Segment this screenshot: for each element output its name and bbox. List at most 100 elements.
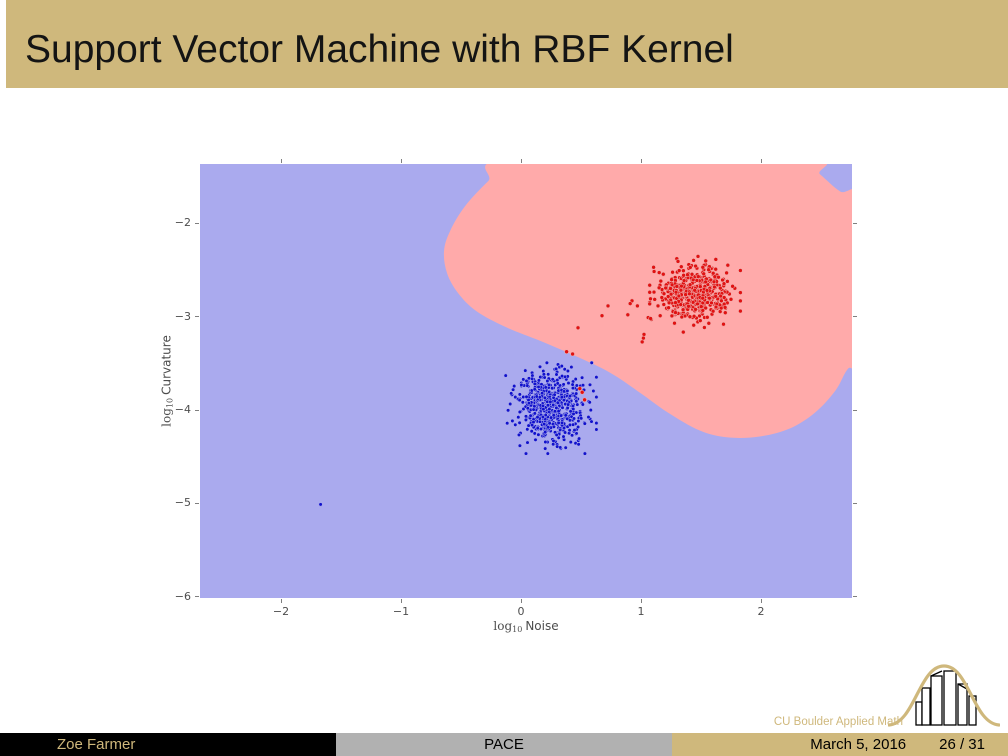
blue-class-point	[525, 440, 530, 445]
blue-class-point	[523, 451, 529, 456]
blue-class-point	[542, 395, 547, 400]
y-tick-left	[195, 316, 199, 318]
blue-class-point	[567, 422, 573, 427]
blue-class-point	[516, 415, 521, 420]
blue-class-point	[563, 374, 568, 379]
red-class-point	[713, 266, 718, 272]
red-class-point	[669, 277, 674, 282]
buildings-icon	[915, 670, 977, 726]
blue-class-point	[571, 411, 576, 416]
red-class-point	[564, 349, 569, 354]
red-class-point	[738, 308, 743, 314]
page-indicator: 26 / 31	[939, 736, 985, 753]
blue-class-point	[517, 398, 522, 403]
y-tick-label: −5	[174, 496, 191, 510]
red-class-point	[721, 321, 726, 327]
red-class-point	[725, 279, 730, 284]
blue-class-point	[535, 415, 540, 420]
x-tick-label: 2	[757, 605, 765, 618]
red-class-point	[669, 282, 675, 288]
red-class-point	[658, 278, 664, 284]
blue-class-point	[570, 433, 575, 438]
red-class-point	[713, 294, 718, 299]
blue-class-point	[565, 388, 570, 393]
red-class-point	[700, 295, 705, 301]
red-class-point	[691, 314, 697, 319]
blue-class-point	[551, 438, 556, 443]
red-class-point	[683, 292, 688, 297]
slide-title-bar: Support Vector Machine with RBF Kernel	[6, 0, 1008, 88]
blue-class-point	[580, 383, 586, 388]
y-tick-label: −6	[174, 589, 191, 603]
y-tick-right	[853, 222, 857, 224]
red-class-point	[647, 290, 652, 295]
blue-class-point	[561, 382, 566, 387]
red-class-point	[681, 268, 686, 273]
blue-class-point	[568, 440, 573, 445]
red-class-point	[651, 289, 657, 295]
red-class-point	[728, 297, 734, 302]
red-class-point	[718, 285, 723, 291]
blue-class-point	[576, 442, 581, 447]
red-class-point	[666, 305, 671, 310]
x-tick-bottom	[520, 599, 522, 603]
y-tick-label: −4	[174, 403, 191, 417]
red-class-point	[661, 302, 667, 307]
red-class-point	[718, 305, 724, 311]
blue-class-point	[540, 403, 545, 408]
red-class-point	[659, 295, 665, 300]
red-class-point	[685, 272, 690, 277]
blue-class-point	[548, 399, 553, 404]
red-class-point	[656, 270, 662, 275]
blue-class-point	[563, 445, 568, 450]
blue-class-point	[536, 378, 541, 383]
blue-class-point	[505, 421, 510, 426]
red-class-point	[670, 269, 675, 275]
red-class-point	[725, 262, 731, 268]
y-tick-left	[195, 596, 199, 598]
blue-class-point	[570, 386, 576, 391]
red-class-point	[627, 301, 633, 306]
red-class-point	[719, 298, 724, 304]
red-class-point	[706, 267, 711, 272]
blue-class-point	[582, 421, 587, 426]
blue-class-point	[544, 360, 549, 365]
blue-class-point	[556, 420, 561, 425]
red-class-point	[582, 397, 587, 403]
svm-scatter-plot: −2 −1 0 1 2 −2 −3 −4 −5 −6 log10 Noise log10Curvat…	[160, 159, 857, 634]
red-class-point	[651, 269, 657, 274]
red-class-point	[706, 321, 712, 326]
red-class-point	[655, 303, 661, 309]
blue-class-point	[506, 408, 511, 413]
decision-region-red	[443, 164, 852, 438]
red-class-point	[707, 295, 712, 301]
blue-class-point	[543, 412, 548, 418]
blue-class-point	[570, 382, 575, 387]
x-tick-top	[760, 159, 762, 163]
red-class-point	[703, 279, 708, 285]
blue-class-point	[551, 424, 556, 429]
y-tick-right	[853, 409, 857, 411]
red-class-point	[738, 298, 743, 304]
blue-class-point	[508, 401, 513, 407]
red-class-point	[678, 302, 683, 307]
blue-class-point	[519, 382, 524, 387]
blue-class-point	[587, 382, 593, 387]
red-class-point	[665, 294, 671, 299]
red-class-point	[721, 281, 727, 286]
blue-class-point	[582, 451, 587, 456]
blue-class-point	[523, 414, 529, 419]
red-class-point	[686, 298, 691, 303]
blue-class-point	[576, 424, 581, 430]
blue-class-point	[563, 430, 568, 435]
blue-class-point	[509, 391, 514, 396]
blue-class-point	[588, 408, 593, 413]
red-class-point	[723, 310, 728, 315]
blue-class-point	[589, 419, 594, 424]
blue-class-point	[543, 430, 548, 435]
blue-class-point	[562, 367, 567, 372]
blue-class-point	[575, 402, 580, 407]
red-class-point	[697, 313, 702, 319]
blue-class-point	[525, 406, 530, 411]
blue-class-point	[524, 378, 529, 383]
